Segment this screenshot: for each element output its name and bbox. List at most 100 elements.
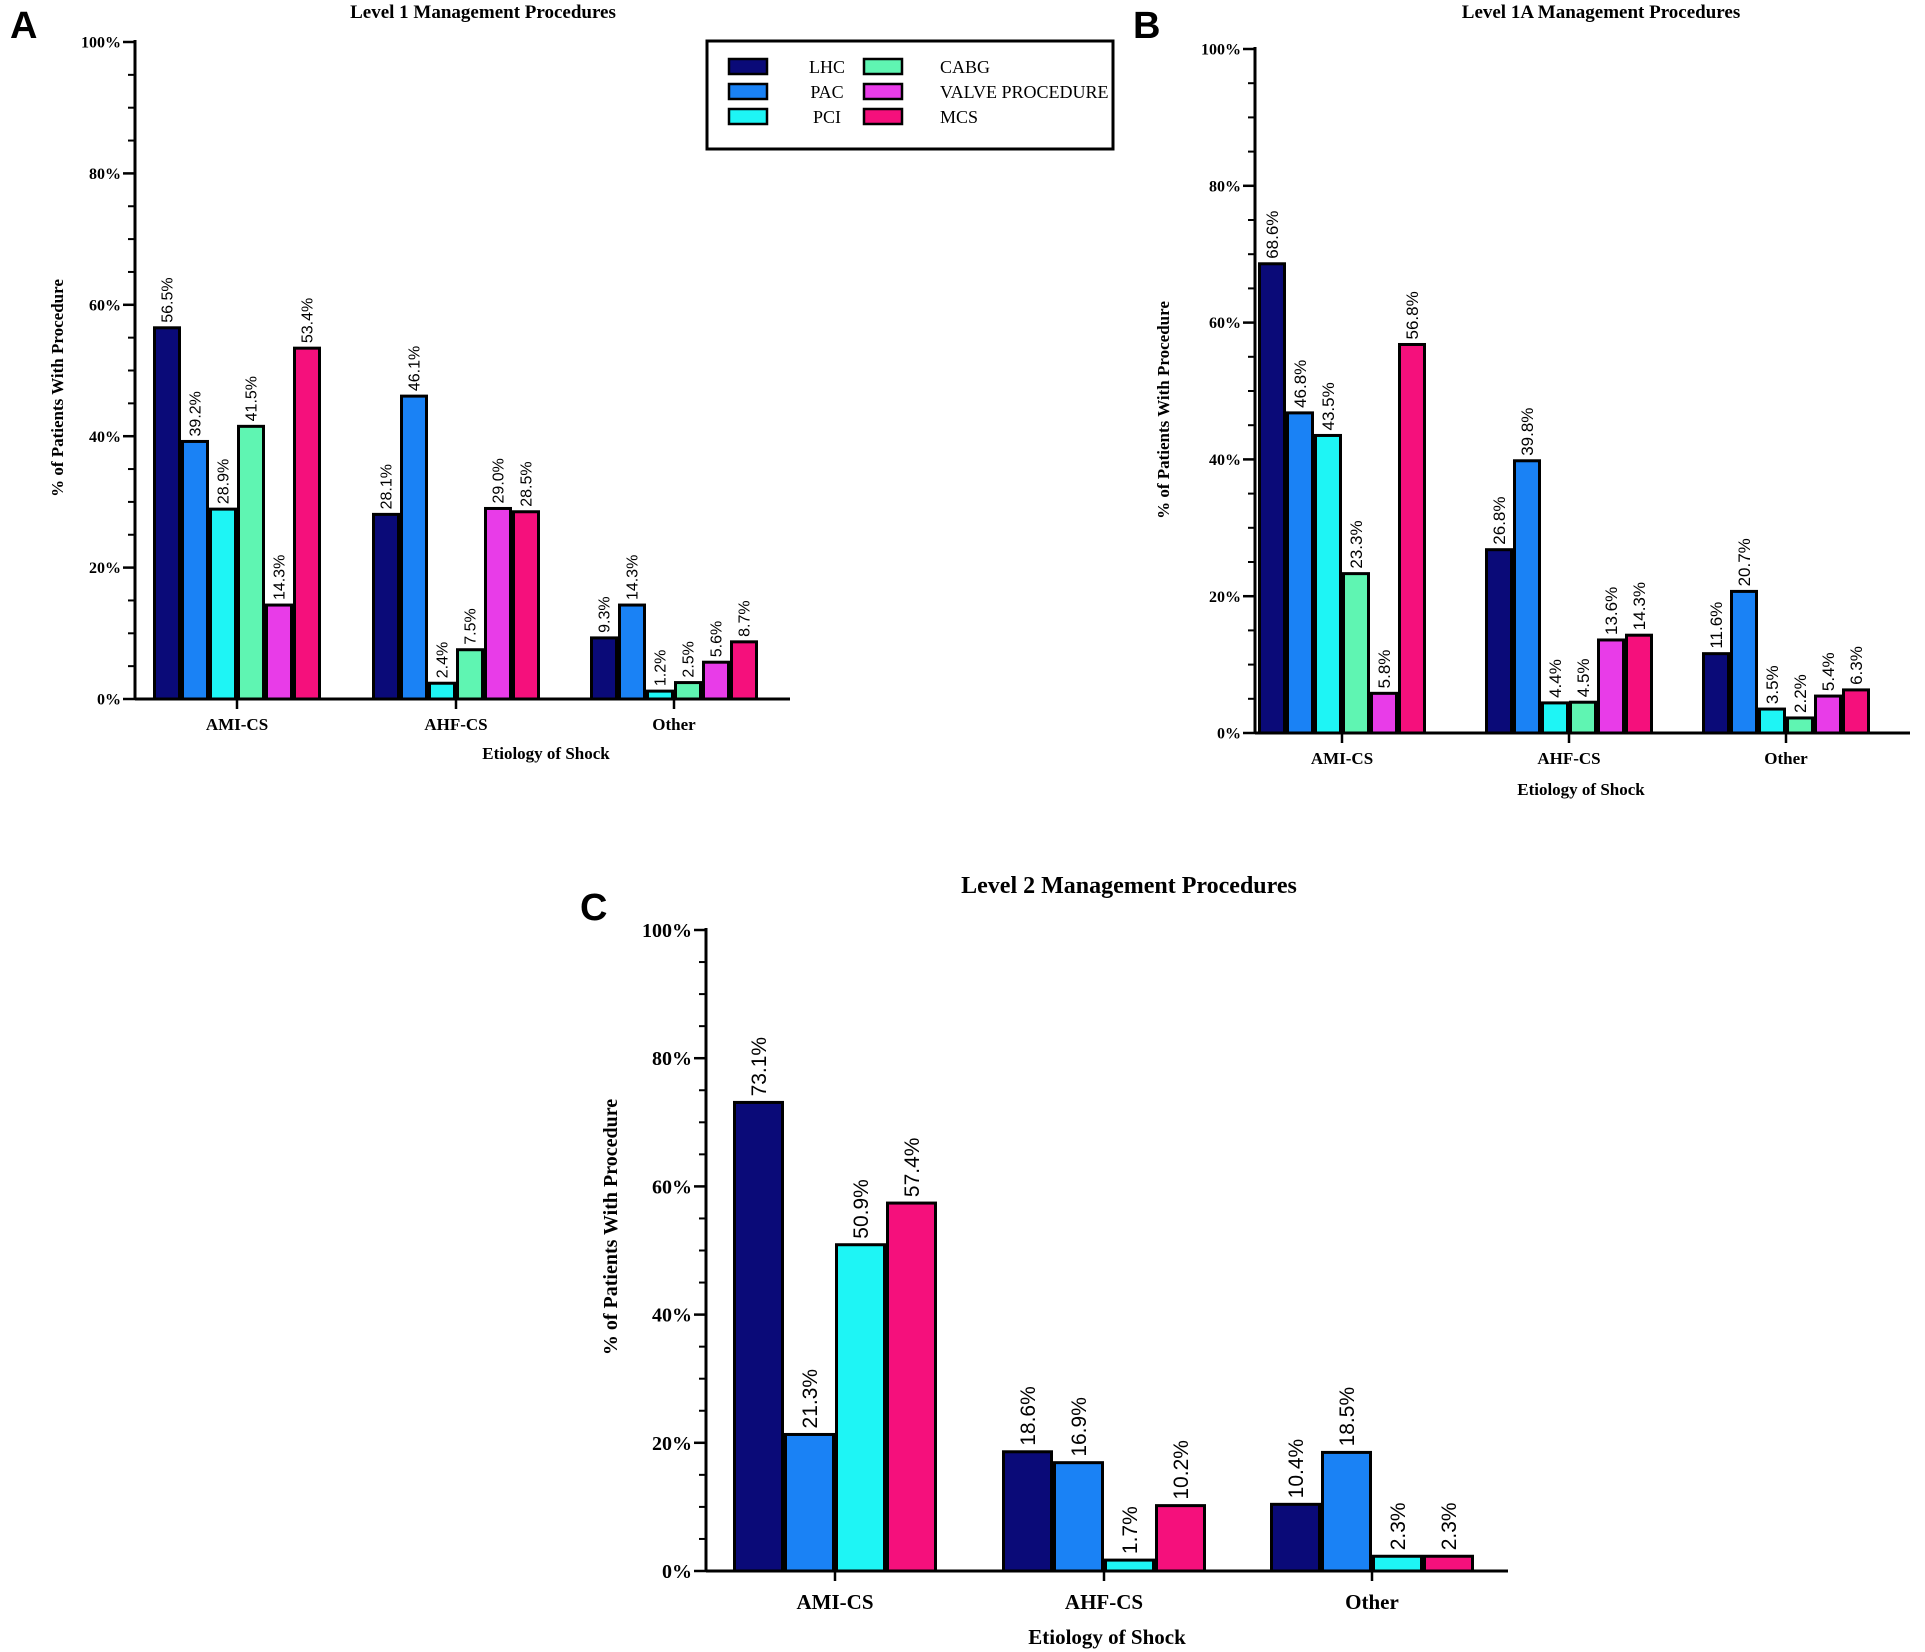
x-category-label-c: AMI-CS — [797, 1590, 874, 1614]
bar-mcs-ahf-cs — [512, 510, 540, 701]
bar-mcs-ami-cs — [1398, 342, 1426, 735]
panel-letter-b: B — [1133, 5, 1160, 47]
data-label: 53.4% — [300, 298, 317, 343]
bar-pac-other — [1730, 589, 1758, 735]
data-label: 18.5% — [1336, 1387, 1359, 1447]
bar-pac-ahf-cs — [1053, 1461, 1104, 1573]
bar-pci-other — [646, 689, 674, 701]
data-label: 39.8% — [1518, 408, 1537, 456]
y-axis-title-c: % of Patients With Procedure — [600, 1099, 622, 1355]
legend-swatch-pac — [727, 82, 769, 101]
bar-pci-ahf-cs — [1541, 701, 1569, 735]
legend-label-pci: PCI — [813, 107, 841, 127]
chart-title-c: Level 2 Management Procedures — [961, 873, 1297, 899]
data-label: 20.7% — [1735, 538, 1754, 586]
data-label: 2.3% — [1387, 1502, 1410, 1550]
bar-pac-ami-cs — [784, 1432, 835, 1573]
bar-lhc-other — [590, 636, 618, 701]
panel-letter-a: A — [10, 5, 37, 47]
panel-a: A Level 1 Management Procedures Etiology… — [10, 2, 790, 763]
legend-swatch-lhc — [727, 57, 769, 76]
legend-frame — [705, 39, 1115, 151]
bar-lhc-other — [1270, 1502, 1321, 1573]
data-label: 16.9% — [1068, 1397, 1091, 1457]
data-label: 3.5% — [1763, 665, 1782, 704]
x-category-label-c: AHF-CS — [1065, 1590, 1143, 1614]
data-label: 8.7% — [737, 600, 754, 636]
bar-pci-other — [1758, 707, 1786, 735]
legend-label-pac: PAC — [810, 82, 843, 102]
legend-swatch-mcs — [862, 107, 904, 126]
data-label: 73.1% — [748, 1037, 771, 1097]
x-axis-title-b: Etiology of Shock — [1517, 780, 1645, 799]
data-label: 14.3% — [1630, 582, 1649, 630]
legend-label-mcs: MCS — [940, 107, 978, 127]
bar-valve-procedure-ahf-cs — [1597, 638, 1625, 735]
bar-valve-procedure-other — [1814, 694, 1842, 735]
legend-label-cabg: CABG — [940, 57, 990, 77]
x-category-label-a: AHF-CS — [424, 715, 487, 734]
bar-mcs-other — [1842, 688, 1870, 735]
data-label: 4.5% — [1574, 658, 1593, 697]
x-category-label-b: Other — [1764, 749, 1808, 768]
data-label: 29.0% — [491, 458, 508, 503]
data-label: 50.9% — [850, 1179, 873, 1239]
legend-swatch-valve-procedure — [862, 82, 904, 101]
data-label: 39.2% — [188, 391, 205, 436]
bar-valve-procedure-ahf-cs — [484, 506, 512, 701]
bar-cabg-ahf-cs — [456, 648, 484, 701]
y-tick-label-b: 0% — [1217, 726, 1241, 743]
data-label: 46.8% — [1291, 360, 1310, 408]
plot-area-a: 0% 20% 40% 60% 80% 100% AMI-CS 56.5% 39.2% 28.9% 4… — [81, 35, 790, 734]
bar-cabg-other — [674, 681, 702, 701]
panel-letter-c: C — [580, 887, 607, 929]
panel-c: C Level 2 Management Procedures Etiology… — [580, 873, 1508, 1649]
data-label: 5.6% — [709, 621, 726, 657]
y-axis-title-a: % of Patients With Procedure — [48, 279, 67, 497]
bar-cabg-ami-cs — [237, 424, 265, 701]
bar-cabg-other — [1786, 716, 1814, 735]
bar-pac-ahf-cs — [1513, 459, 1541, 735]
data-label: 4.4% — [1546, 659, 1565, 698]
y-tick-label-c: 0% — [662, 1561, 692, 1583]
y-tick-label-a: 0% — [97, 692, 121, 709]
data-label: 10.4% — [1285, 1439, 1308, 1499]
y-tick-label-a: 20% — [89, 560, 121, 577]
bar-valve-procedure-other — [702, 660, 730, 701]
y-tick-label-b: 20% — [1209, 589, 1241, 606]
bar-cabg-ami-cs — [1342, 572, 1370, 735]
data-label: 43.5% — [1319, 382, 1338, 430]
legend-label-valve-procedure: VALVE PROCEDURE — [940, 82, 1109, 102]
data-label: 28.5% — [519, 461, 536, 506]
y-tick-label-b: 40% — [1209, 452, 1241, 469]
x-axis-title-a: Etiology of Shock — [482, 744, 610, 763]
legend-swatch-cabg — [862, 57, 904, 76]
y-tick-label-c: 20% — [652, 1433, 692, 1455]
bar-pac-other — [1321, 1450, 1372, 1573]
data-label: 21.3% — [799, 1369, 822, 1429]
x-category-label-b: AHF-CS — [1537, 749, 1600, 768]
data-label: 1.2% — [653, 650, 670, 686]
legend-label-lhc: LHC — [809, 57, 845, 77]
y-tick-label-a: 100% — [81, 35, 121, 52]
data-label: 18.6% — [1017, 1386, 1040, 1446]
bar-pci-ahf-cs — [1104, 1558, 1155, 1573]
data-label: 2.5% — [681, 641, 698, 677]
data-label: 56.5% — [160, 277, 177, 322]
chart-title-a: Level 1 Management Procedures — [350, 2, 616, 23]
bar-pci-ami-cs — [835, 1243, 886, 1573]
data-label: 5.8% — [1375, 650, 1394, 689]
data-label: 41.5% — [244, 376, 261, 421]
y-tick-label-b: 60% — [1209, 315, 1241, 332]
data-label: 10.2% — [1170, 1440, 1193, 1500]
bar-valve-procedure-ami-cs — [265, 603, 293, 701]
bar-lhc-ami-cs — [733, 1100, 784, 1573]
bar-mcs-other — [730, 640, 758, 701]
bar-pci-ami-cs — [1314, 433, 1342, 735]
bar-mcs-other — [1423, 1554, 1474, 1573]
bar-mcs-ahf-cs — [1625, 633, 1653, 735]
x-axis-title-c: Etiology of Shock — [1028, 1625, 1186, 1649]
data-label: 2.4% — [435, 642, 452, 678]
data-label: 1.7% — [1119, 1506, 1142, 1554]
